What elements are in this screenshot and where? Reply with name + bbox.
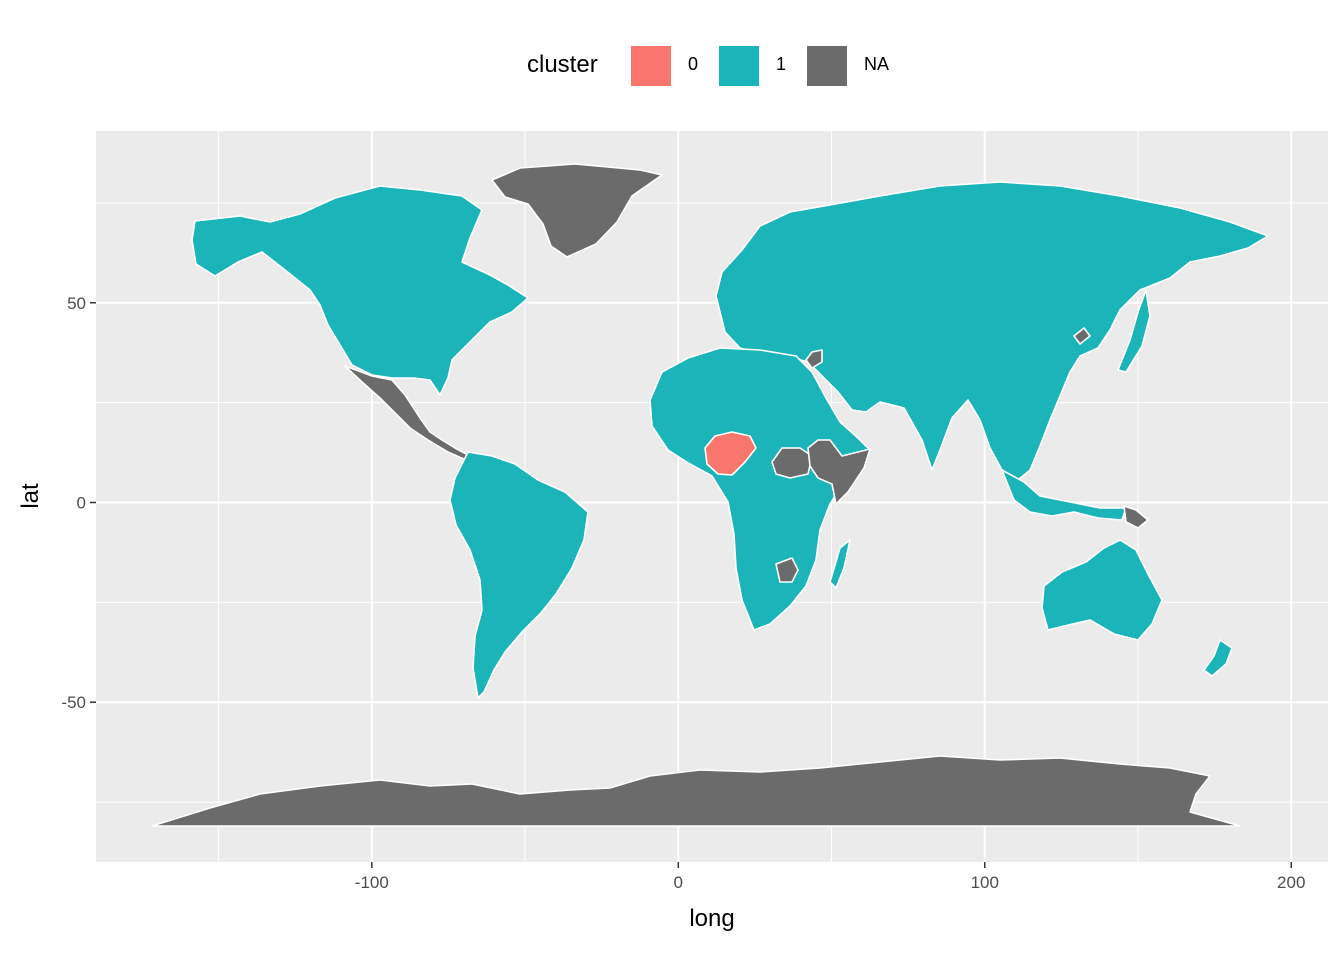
country-group-eurasia — [715, 181, 1269, 481]
y-axis-title: lat — [17, 483, 44, 509]
country-group-maritime-southeast-asia — [1001, 469, 1127, 521]
country-greenland — [491, 163, 663, 258]
country-antarctica — [151, 755, 1241, 827]
y-tick-label: 0 — [77, 493, 86, 512]
x-tick-label: 200 — [1277, 873, 1305, 892]
country-north-korea — [1073, 327, 1091, 345]
country-group-north-america — [191, 185, 529, 396]
country-syria — [805, 349, 823, 369]
legend-label-1: 1 — [776, 54, 787, 74]
country-nigeria — [704, 431, 757, 476]
y-tick-label: -50 — [61, 693, 86, 712]
country-group-africa — [649, 347, 871, 631]
legend: cluster 0 1 NA — [0, 44, 1344, 88]
country-australia — [1041, 539, 1163, 641]
country-polygons — [151, 163, 1269, 827]
y-tick-label: 50 — [67, 294, 86, 313]
legend-label-na: NA — [864, 54, 890, 74]
x-tick-label: -100 — [355, 873, 389, 892]
legend-key-na — [807, 46, 847, 86]
legend-label-0: 0 — [688, 54, 699, 74]
country-zimbabwe — [775, 557, 799, 583]
legend-key-1 — [719, 46, 759, 86]
x-tick-label: 100 — [971, 873, 999, 892]
country-papua-new-guinea — [1123, 505, 1149, 529]
legend-key-0 — [631, 46, 671, 86]
country-south-sudan — [771, 447, 813, 479]
legend-title: cluster — [527, 51, 598, 78]
country-ethiopia-somalia — [807, 439, 871, 505]
country-group-south-america — [449, 451, 589, 699]
x-axis-title: long — [689, 905, 734, 932]
country-madagascar — [829, 539, 851, 589]
country-japan — [1117, 289, 1151, 373]
country-new-zealand — [1203, 639, 1233, 677]
axis-tick-labels: -100 0 100 200 -50 0 50 — [61, 294, 1305, 892]
x-tick-label: 0 — [674, 873, 683, 892]
axis-ticks — [90, 302, 1292, 868]
